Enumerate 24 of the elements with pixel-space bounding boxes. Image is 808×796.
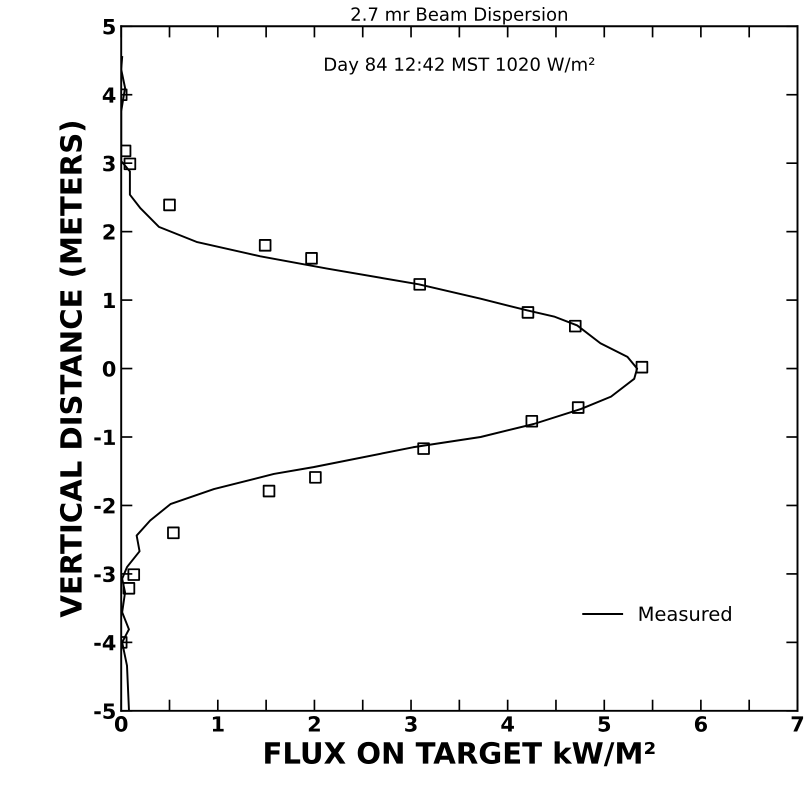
chart-title: 2.7 mr Beam Dispersion	[352, 6, 567, 24]
y-tick-label: -2	[94, 498, 115, 514]
x-tick-label: 1	[212, 716, 224, 732]
y-tick-label: 5	[103, 18, 115, 34]
annotation: Day 84 12:42 MST 1020 W/m²	[325, 57, 594, 75]
x-tick-label: 2	[308, 716, 320, 732]
x-tick-label: 3	[405, 716, 417, 732]
y-tick-label: 4	[102, 87, 116, 103]
x-axis-title: FLUX ON TARGET kW/M²	[265, 741, 655, 766]
y-tick-label: 2	[103, 224, 115, 240]
y-tick-label: 0	[102, 361, 116, 377]
x-tick-label: 0	[114, 716, 128, 732]
y-tick-label: 1	[104, 292, 115, 308]
y-tick-label: -1	[94, 430, 115, 445]
y-tick-label: 3	[103, 156, 115, 172]
y-tick-label: -3	[94, 566, 115, 582]
x-tick-label: 4	[501, 716, 514, 732]
y-tick-label: -5	[94, 704, 115, 720]
x-tick-label: 5	[598, 716, 610, 732]
x-tick-label: 6	[694, 716, 708, 732]
y-tick-label: -4	[94, 635, 116, 650]
legend-label: Measured	[640, 606, 731, 622]
x-tick-label: 7	[792, 716, 804, 732]
y-axis-title: VERTICAL DISTANCE (METERS)	[59, 122, 86, 618]
